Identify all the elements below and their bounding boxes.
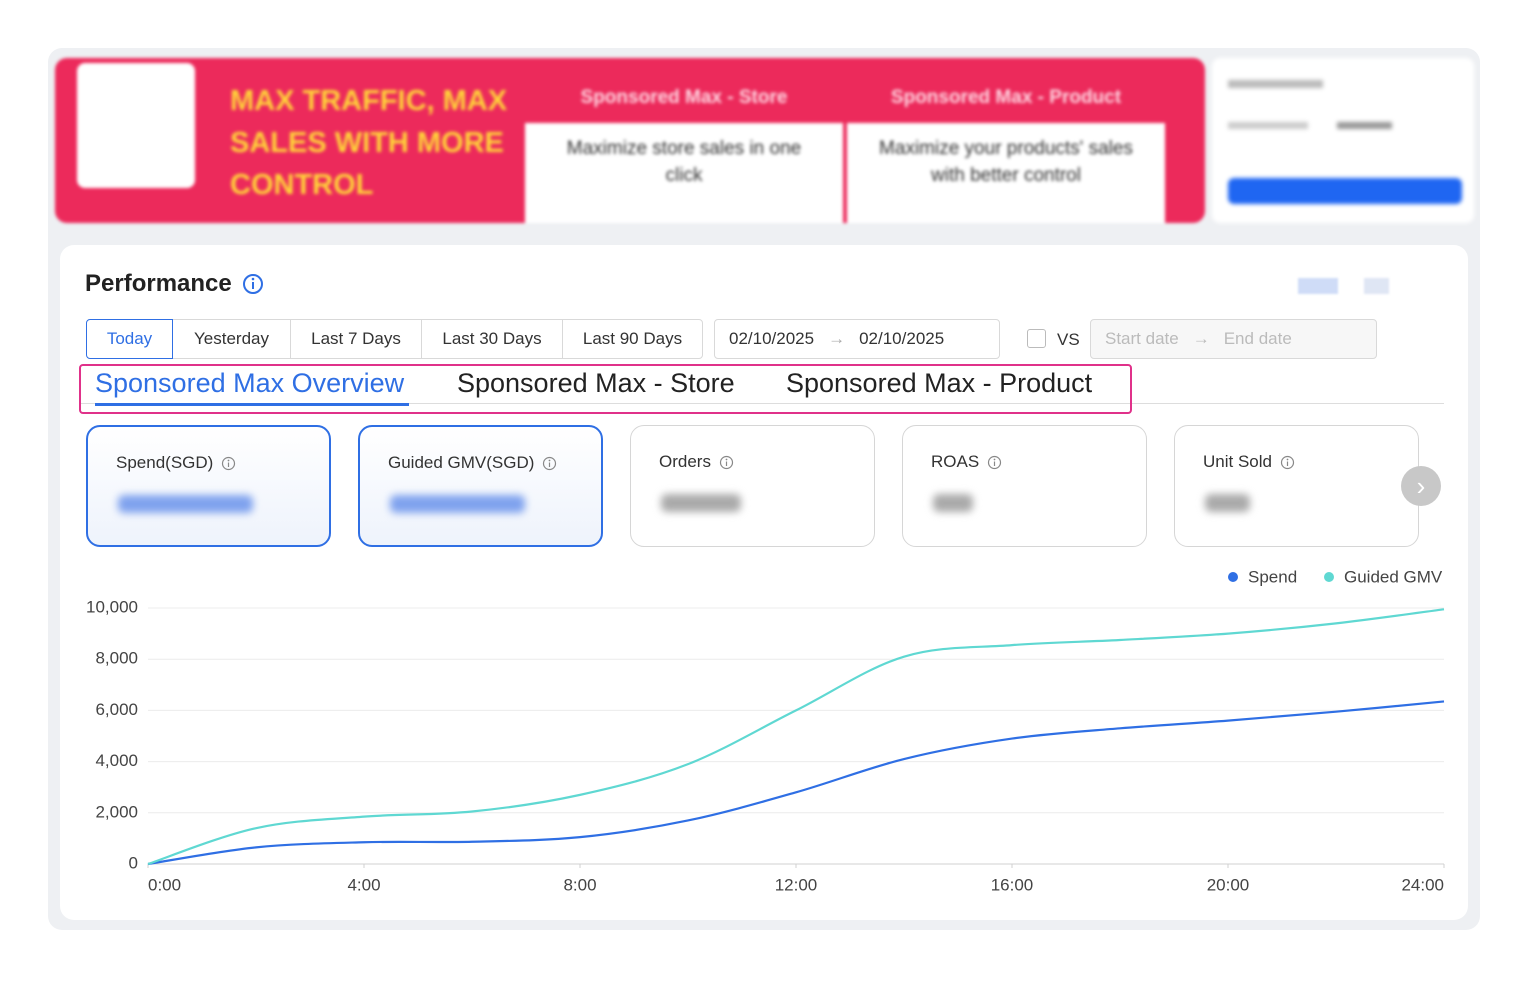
highlight-box bbox=[79, 364, 1132, 414]
button[interactable] bbox=[1228, 178, 1462, 204]
info-icon[interactable] bbox=[719, 455, 734, 470]
vs-label: VS bbox=[1057, 330, 1080, 349]
blurred-value bbox=[661, 494, 741, 512]
x-tick-label: 16:00 bbox=[991, 875, 1034, 894]
account-panel bbox=[1212, 58, 1474, 223]
metric-card[interactable]: Orders bbox=[630, 425, 875, 547]
blurred-text bbox=[1337, 122, 1392, 129]
banner-card-title: Sponsored Max - Store bbox=[580, 87, 788, 108]
blurred-value bbox=[933, 494, 973, 512]
legend-marker bbox=[1228, 572, 1238, 582]
tab[interactable]: Sponsored Max Overview bbox=[95, 368, 405, 398]
metric-label: Guided GMV(SGD) bbox=[388, 453, 535, 472]
x-tick-label: 12:00 bbox=[775, 875, 818, 894]
metric-card[interactable]: ROAS bbox=[902, 425, 1147, 547]
blurred-value bbox=[118, 495, 253, 513]
next-button[interactable]: › bbox=[1401, 466, 1441, 506]
metric-card[interactable]: Guided GMV(SGD) bbox=[358, 425, 603, 547]
line-series bbox=[147, 700, 1445, 866]
blurred-text bbox=[1228, 80, 1323, 88]
y-tick-label: 10,000 bbox=[86, 597, 138, 616]
line-series bbox=[147, 608, 1445, 866]
toggle[interactable] bbox=[1298, 278, 1338, 294]
x-tick-label: 24:00 bbox=[1401, 875, 1444, 894]
metric-label-row: Guided GMV(SGD) bbox=[388, 453, 557, 473]
tab[interactable]: Sponsored Max - Store bbox=[457, 368, 735, 398]
y-tick-label: 0 bbox=[129, 853, 138, 872]
banner-card[interactable]: Sponsored Max - Store Maximize store sal… bbox=[525, 73, 843, 223]
arrow: → bbox=[828, 329, 846, 348]
banner-card-text: Maximize your products' sales with bette… bbox=[847, 123, 1165, 223]
arrow: → bbox=[1192, 329, 1210, 348]
metric-label: Unit Sold bbox=[1203, 452, 1272, 471]
x-tick-label: 4:00 bbox=[347, 875, 380, 894]
compare-end: End date bbox=[1223, 329, 1292, 348]
x-tick-label: 8:00 bbox=[563, 875, 596, 894]
checkbox[interactable] bbox=[1027, 329, 1046, 348]
metric-label-row: Spend(SGD) bbox=[116, 453, 236, 473]
banner[interactable]: MAX TRAFFIC, MAX SALES WITH MORE CONTROL… bbox=[55, 58, 1205, 223]
date-range-button[interactable]: Today bbox=[86, 319, 173, 359]
metric-label-row: Unit Sold bbox=[1203, 452, 1295, 472]
metric-label-row: Orders bbox=[659, 452, 734, 472]
metric-label: Orders bbox=[659, 452, 711, 471]
date-range-button[interactable]: Last 7 Days bbox=[290, 319, 422, 359]
y-tick-label: 2,000 bbox=[95, 802, 138, 821]
panel-header: Performance bbox=[85, 270, 264, 298]
info-icon[interactable] bbox=[242, 273, 264, 295]
x-tick-label: 0:00 bbox=[148, 875, 181, 894]
info-icon[interactable] bbox=[542, 456, 557, 471]
info-icon[interactable] bbox=[1280, 455, 1295, 470]
y-tick-label: 6,000 bbox=[95, 700, 138, 719]
metric-card[interactable]: Spend(SGD) bbox=[86, 425, 331, 547]
start-date: 02/10/2025 bbox=[729, 329, 815, 348]
legend-label: Spend bbox=[1248, 567, 1297, 586]
tab[interactable]: Sponsored Max - Product bbox=[786, 368, 1093, 398]
metric-label: Spend(SGD) bbox=[116, 453, 214, 472]
compare-start: Start date bbox=[1105, 329, 1179, 348]
legend-marker bbox=[1324, 572, 1334, 582]
panel-title: Performance bbox=[85, 270, 232, 297]
y-tick-label: 8,000 bbox=[95, 649, 138, 668]
info-icon[interactable] bbox=[987, 455, 1002, 470]
tab-divider bbox=[80, 403, 1444, 404]
date-range-button[interactable]: Last 90 Days bbox=[562, 319, 703, 359]
banner-card[interactable]: Sponsored Max - Product Maximize your pr… bbox=[847, 73, 1165, 223]
date-range-button[interactable]: Last 30 Days bbox=[421, 319, 563, 359]
blurred-value bbox=[1205, 494, 1250, 512]
banner-card-text: Maximize store sales in one click bbox=[525, 123, 843, 223]
x-tick-label: 20:00 bbox=[1207, 875, 1250, 894]
banner-headline: MAX TRAFFIC, MAX SALES WITH MORE CONTROL bbox=[230, 85, 508, 201]
toggle[interactable] bbox=[1364, 278, 1389, 294]
y-tick-label: 4,000 bbox=[95, 751, 138, 770]
blurred-value bbox=[390, 495, 525, 513]
logo bbox=[77, 63, 195, 188]
date-picker[interactable]: 02/10/2025 → 02/10/2025 bbox=[714, 319, 1000, 359]
metric-label: ROAS bbox=[931, 452, 980, 471]
info-icon[interactable] bbox=[221, 456, 236, 471]
end-date: 02/10/2025 bbox=[859, 329, 945, 348]
metric-card[interactable]: Unit Sold bbox=[1174, 425, 1419, 547]
legend-label: Guided GMV bbox=[1344, 567, 1443, 586]
blurred-text bbox=[1228, 122, 1308, 129]
metric-label-row: ROAS bbox=[931, 452, 1002, 472]
compare-date-picker[interactable]: Start date → End date bbox=[1090, 319, 1377, 359]
tab-underline bbox=[95, 403, 409, 406]
date-range-button[interactable]: Yesterday bbox=[172, 319, 291, 359]
banner-card-title: Sponsored Max - Product bbox=[890, 87, 1122, 108]
